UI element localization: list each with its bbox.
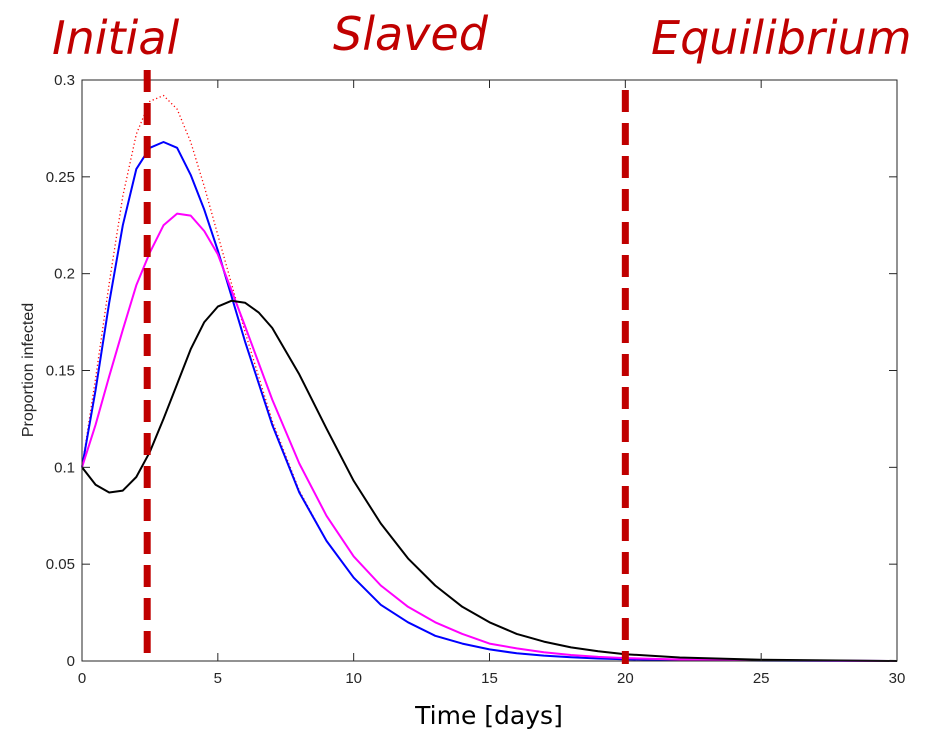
phase-label-initial: Initial — [52, 11, 180, 65]
x-tick-label: 20 — [617, 670, 634, 687]
x-tick-label: 0 — [78, 670, 86, 687]
y-tick-label: 0.25 — [46, 169, 75, 186]
y-tick-label: 0.1 — [54, 459, 75, 476]
x-tick-label: 5 — [214, 670, 222, 687]
y-tick-label: 0.15 — [46, 363, 75, 380]
x-axis-label: Time [days] — [414, 701, 563, 730]
x-tick-label: 15 — [481, 670, 498, 687]
x-tick-label: 30 — [889, 670, 906, 687]
y-tick-label: 0.05 — [46, 556, 75, 573]
phase-label-equilibrium: Equilibrium — [651, 11, 912, 65]
y-axis-label: Proportion infected — [20, 303, 37, 437]
phase-label-slaved: Slaved — [333, 7, 489, 61]
y-tick-label: 0.3 — [54, 72, 75, 89]
plot-area — [82, 80, 897, 661]
y-tick-label: 0 — [67, 653, 75, 670]
x-tick-label: 10 — [345, 670, 362, 687]
x-tick-label: 25 — [753, 670, 770, 687]
y-tick-label: 0.2 — [54, 266, 75, 283]
